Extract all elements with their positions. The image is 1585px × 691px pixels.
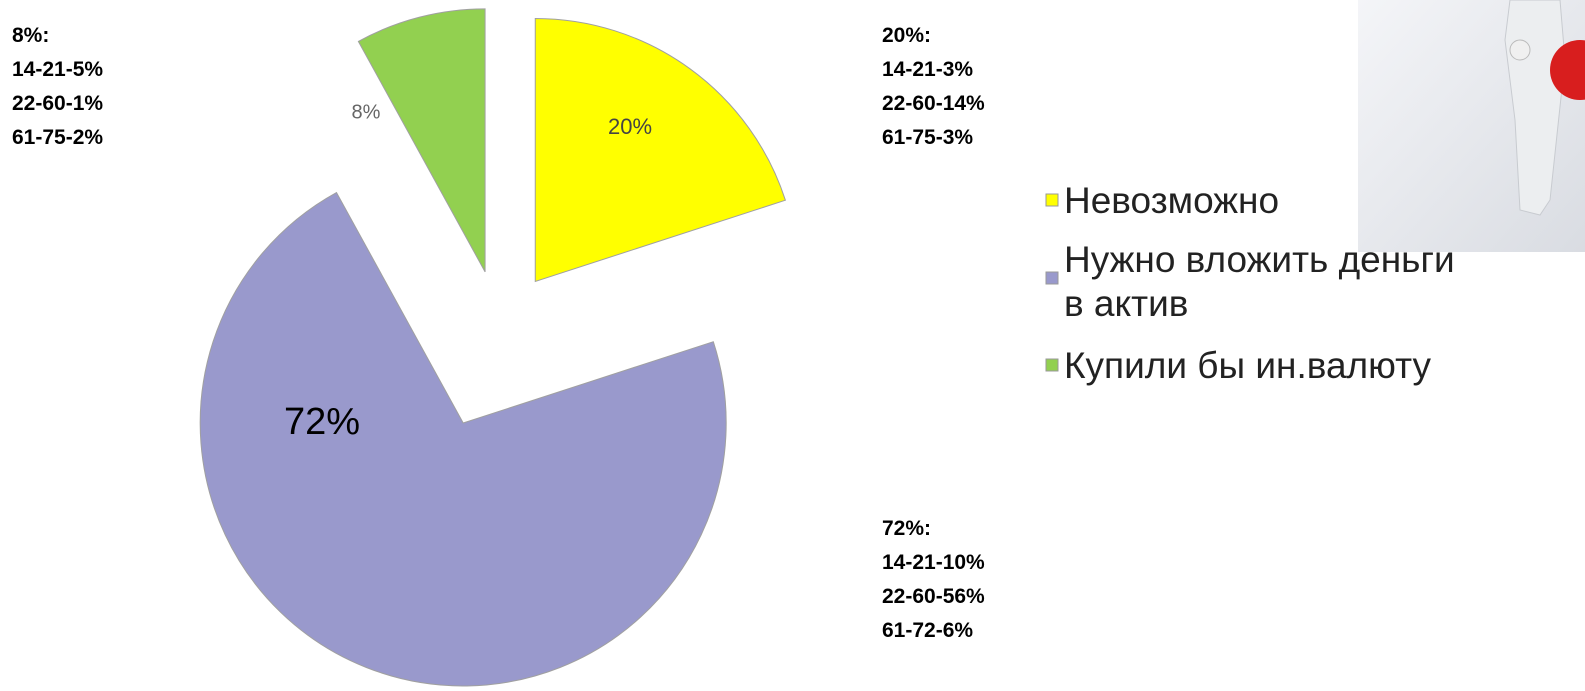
legend-swatch [1046,194,1058,206]
annotation-line: 14-21-3% [882,58,973,81]
annotation-line: 61-75-3% [882,126,973,149]
pie: 20% 72% 8% [200,9,785,686]
chart: 20%72%8% НевозможноНужно вложить деньгив… [0,0,1585,691]
annotation-line: 14-21-10% [882,551,985,574]
legend-label: Невозможно [1064,180,1279,221]
annotation-line: 61-72-6% [882,619,973,642]
legend-label: Купили бы ин.валюту [1064,345,1431,386]
pie-slice [535,18,785,281]
annotation-line: 8%: [12,24,49,47]
pie-slice [200,193,726,686]
annotation-line: 20%: [882,24,931,47]
slice-label: 8% [352,101,381,123]
legend-swatch [1046,359,1058,371]
legend-swatch [1046,272,1058,284]
annotation-line: 61-75-2% [12,126,103,149]
annotation-line: 14-21-5% [12,58,103,81]
slice-label: 20% [608,114,652,139]
annotation-line: 72%: [882,517,931,540]
annotation-line: 22-60-1% [12,92,103,115]
picture [1358,0,1585,252]
slice-label: 72% [284,401,360,443]
annotation-line: 22-60-14% [882,92,985,115]
pie-slice [358,9,485,272]
annotation-line: 22-60-56% [882,585,985,608]
